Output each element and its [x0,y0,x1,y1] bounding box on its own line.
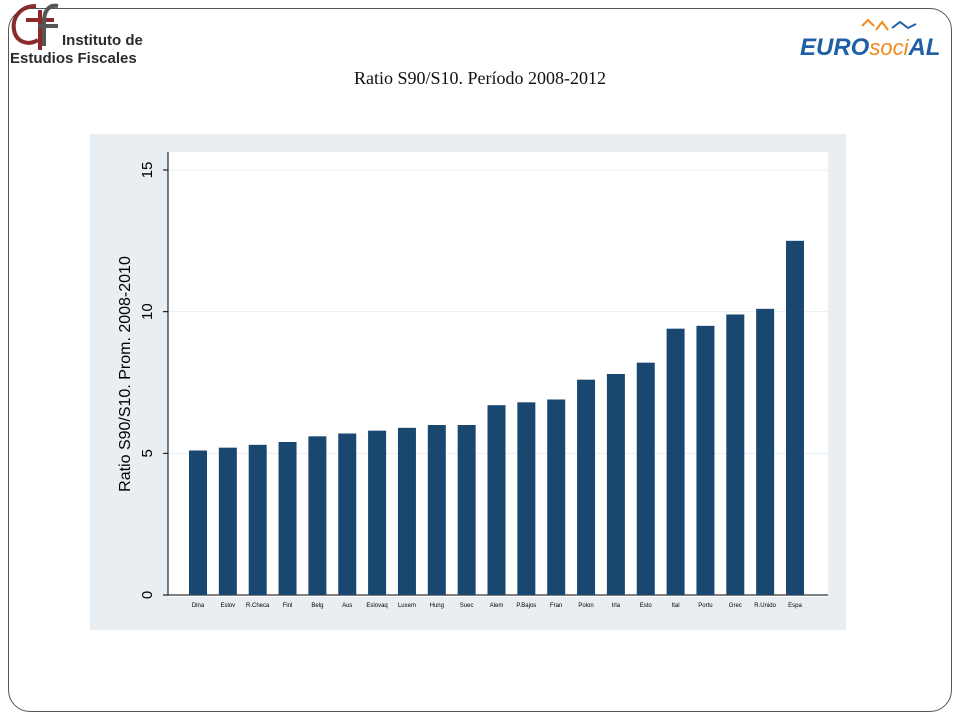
bar [517,402,536,595]
bar [338,433,357,595]
x-tick-label: Grec [729,603,742,609]
bar [666,328,685,595]
ief-logo-mark [11,3,59,50]
x-tick-label: R.Checa [246,603,270,609]
x-tick-label: Esto [640,603,653,609]
y-tick-label: 10 [139,303,156,320]
y-tick-label: 5 [139,449,156,457]
bar [457,425,476,595]
eurosocial-wordmark: EUROsociAL [800,34,940,62]
x-tick-label: P.Bajos [516,603,536,609]
eurosocial-word-al: AL [908,34,941,61]
bar [487,405,506,595]
x-tick-label: Suec [460,603,474,609]
x-tick-label: Irla [612,603,621,609]
y-tick-label: 15 [139,162,156,179]
x-tick-label: Hung [430,603,444,609]
y-tick-label: 0 [139,591,156,599]
bar [786,240,804,596]
bars [189,240,804,596]
eurosocial-logo: EUROsociAL [800,14,940,68]
bar [368,430,387,595]
bar [696,325,715,595]
y-axis-title: Ratio S90/S10. Prom. 2008-2010 [117,256,134,492]
ief-logo-line2: Estudios Fiscales [10,50,137,67]
bar [189,450,207,595]
eurosocial-logo-mark [861,18,917,31]
x-tick-label: Portu [698,603,712,609]
y-axis-ticks: 0 5 10 15 [139,162,168,599]
eurosocial-word-euro: EURO [800,34,870,61]
bar [606,374,625,595]
x-tick-label: Aus [342,603,352,609]
x-tick-label: Espa [788,603,802,609]
bar [218,447,237,595]
bar [547,399,566,595]
bar [756,308,775,595]
bar [278,442,297,595]
x-tick-label: Fran [550,603,562,609]
x-tick-label: R.Unido [754,603,776,609]
x-tick-label: Dina [192,603,205,609]
x-tick-label: Finl [283,603,293,609]
bar [427,425,446,595]
eurosocial-word-soci: soci [869,35,909,60]
x-tick-label: Eslov [221,603,236,609]
x-tick-label: Eslovaq [366,603,387,609]
x-tick-label: Belg [311,603,323,609]
bar [726,314,745,595]
slide-title: Ratio S90/S10. Período 2008-2012 [353,68,606,88]
ief-logo-line1: Instituto de [62,32,143,49]
x-tick-label: Alem [490,603,504,609]
instituto-estudios-fiscales-logo: Instituto de Estudios Fiscales [6,0,166,72]
x-tick-label: Luxem [398,603,416,609]
x-tick-label: Ital [672,603,680,609]
x-tick-label: Polon [578,603,593,609]
bar [248,444,267,595]
bar [636,362,655,595]
bar [397,427,416,595]
bar [577,379,596,595]
x-axis-labels: Dina Eslov R.Checa Finl Belg Aus Eslovaq Luxem H… [192,603,803,609]
bar [308,436,327,595]
slide-frame [8,8,952,712]
